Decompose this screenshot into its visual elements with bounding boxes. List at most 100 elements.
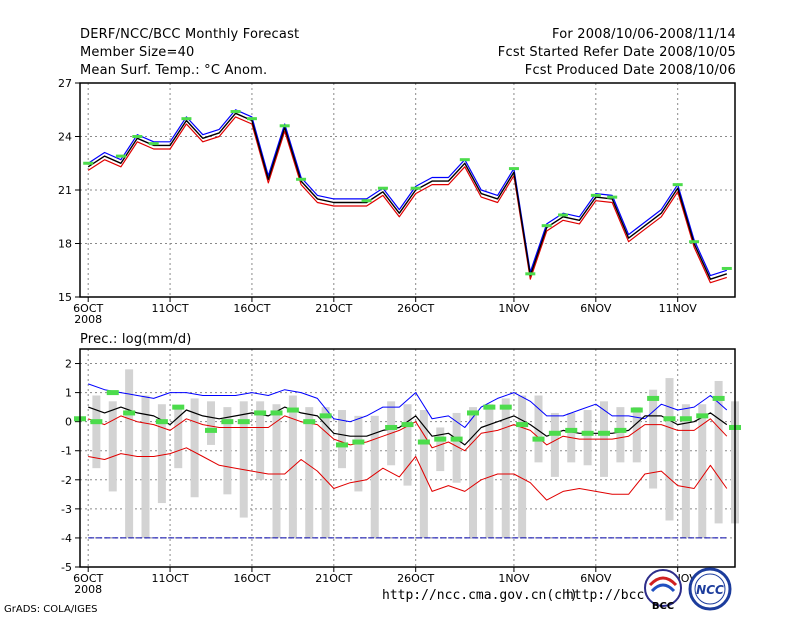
spread-bar xyxy=(485,404,494,538)
y-tick-label-2: 1 xyxy=(65,387,72,400)
precip-observation-mark xyxy=(155,419,168,425)
precip-observation-mark xyxy=(254,410,267,416)
temperature-observation-mark xyxy=(721,266,732,270)
temperature-observation-mark xyxy=(230,110,241,114)
spread-bar xyxy=(321,407,330,538)
precip-observation-mark xyxy=(516,422,529,428)
precip-observation-mark xyxy=(548,430,561,436)
temperature-observation-mark xyxy=(590,193,601,197)
y-tick-label-2: -2 xyxy=(61,474,72,487)
spread-bar xyxy=(681,404,690,538)
precip-observation-mark xyxy=(90,419,103,425)
y-tick-label-2: -5 xyxy=(61,561,72,574)
temperature-observation-mark xyxy=(689,240,700,244)
precip-observation-mark xyxy=(352,439,365,445)
precip-observation-mark xyxy=(270,410,283,416)
spread-bar xyxy=(190,398,199,498)
spread-bar xyxy=(403,404,412,486)
spread-bar xyxy=(256,401,265,480)
y-tick-label-1: 24 xyxy=(58,131,72,144)
precip-observation-mark xyxy=(614,427,627,433)
y-tick-label-2: -1 xyxy=(61,445,72,458)
spread-bar xyxy=(207,401,215,445)
precip-observation-mark xyxy=(286,407,299,413)
x-tick-label-2: 16OCT xyxy=(233,572,270,585)
x-tick-label-2: 21OCT xyxy=(315,572,352,585)
bcc-logo: BCC xyxy=(644,569,682,612)
temperature-observation-mark xyxy=(607,195,618,199)
x-tick-label-1: 11NOV xyxy=(659,302,698,315)
temperature-observation-mark xyxy=(558,213,569,217)
precip-observation-mark xyxy=(417,439,430,445)
spread-bar xyxy=(714,380,723,524)
x-tick-label-2: 11OCT xyxy=(152,572,189,585)
spread-bar xyxy=(370,415,379,538)
temperature-observation-mark xyxy=(132,135,143,138)
spread-bar xyxy=(469,407,477,538)
precip-observation-mark xyxy=(647,395,660,401)
x-tick-label-1: 26OCT xyxy=(397,302,434,315)
spread-bar xyxy=(436,427,445,472)
spread-bar xyxy=(157,404,166,504)
y-tick-label-1: 18 xyxy=(58,238,72,251)
y-tick-label-2: -3 xyxy=(61,503,72,516)
temperature-observation-mark xyxy=(508,167,519,171)
temperature-observation-mark xyxy=(361,199,372,203)
precip-observation-mark xyxy=(712,395,725,401)
x-tick-label-1: 6NOV xyxy=(580,302,612,315)
precip-observation-mark xyxy=(679,416,692,422)
temperature-observation-mark xyxy=(672,183,683,187)
x-tick-label-2: 26OCT xyxy=(397,572,434,585)
temperature-observation-mark xyxy=(83,161,94,165)
x-tick-label-1: 1NOV xyxy=(498,302,530,315)
temperature-observation-mark xyxy=(459,158,470,162)
y-tick-label-1: 15 xyxy=(58,291,72,304)
temperature-observation-mark xyxy=(279,124,290,128)
x-tick-label-2: 6NOV xyxy=(580,572,612,585)
spread-bar xyxy=(272,404,281,538)
spread-bar xyxy=(616,407,625,463)
precip-observation-mark xyxy=(581,430,594,436)
precip-observation-mark xyxy=(172,404,185,410)
grads-credit: GrADS: COLA/IGES xyxy=(4,604,98,615)
precip-observation-mark xyxy=(123,410,136,416)
forecast-period-label: For 2008/10/06-2008/11/14 xyxy=(552,27,736,42)
ncc-logo-text: NCC xyxy=(696,583,724,597)
precip-observation-mark xyxy=(106,390,119,396)
temperature-observation-mark xyxy=(377,186,388,190)
precip-observation-mark xyxy=(336,442,348,448)
precip-observation-mark xyxy=(565,427,578,433)
x-tick-label-2: 6OCT xyxy=(73,572,103,585)
ncc-logo: NCC xyxy=(688,567,732,611)
precip-observation-mark xyxy=(319,413,332,419)
member-size-label: Member Size=40 xyxy=(80,45,195,60)
spread-bar xyxy=(239,401,248,518)
spread-bar xyxy=(501,398,510,538)
temperature-observation-mark xyxy=(541,224,552,228)
precip-observation-mark xyxy=(205,427,217,433)
temperature-upper-line xyxy=(87,109,727,277)
precip-observation-mark xyxy=(499,404,512,410)
temperature-mean-line xyxy=(87,112,728,280)
x-tick-label-1: 16OCT xyxy=(233,302,270,315)
x-tick-label-1: 11OCT xyxy=(152,302,189,315)
x-tick-label-1: 6OCT xyxy=(73,302,103,315)
temperature-observation-mark xyxy=(296,177,307,181)
temperature-observation-mark xyxy=(525,272,536,276)
precipitation-plot-frame xyxy=(79,348,736,568)
spread-bar xyxy=(141,395,150,538)
bcc-url-link[interactable]: http://bcc. xyxy=(566,588,653,603)
spread-bar xyxy=(174,407,183,469)
spread-bar xyxy=(518,395,527,538)
precip-max-line xyxy=(88,383,728,428)
forecast-started-label: Fcst Started Refer Date 2008/10/05 xyxy=(497,45,736,60)
x-year-label-2: 2008 xyxy=(74,583,102,596)
temperature-lower-line xyxy=(87,116,727,284)
spread-bar xyxy=(665,378,674,521)
precip-observation-mark xyxy=(532,436,545,442)
precip-observation-mark xyxy=(385,424,398,430)
ncc-url-link[interactable]: http://ncc.cma.gov.cn(ch) xyxy=(382,588,578,603)
spread-bar xyxy=(698,404,707,538)
spread-bar xyxy=(550,412,559,477)
